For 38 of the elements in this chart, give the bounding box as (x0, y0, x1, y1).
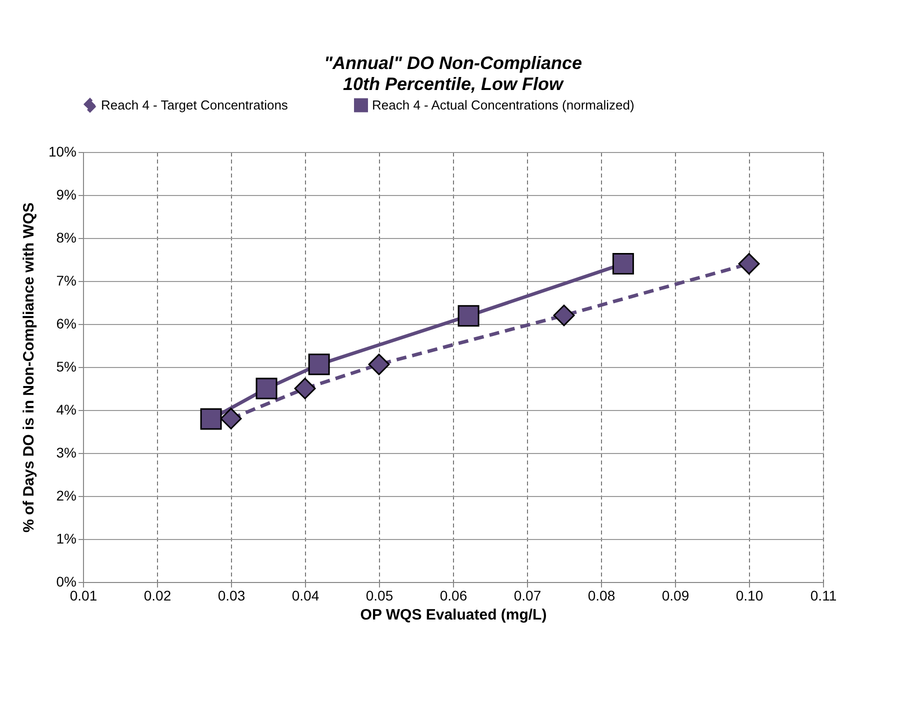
x-tick-label: 0.05 (366, 588, 394, 604)
y-tick-label: 8% (56, 230, 76, 246)
y-tick-label: 6% (56, 316, 76, 332)
x-tick-label: 0.07 (514, 588, 542, 604)
x-tick-label: 0.03 (218, 588, 246, 604)
x-tick-label: 0.06 (440, 588, 468, 604)
y-tick-label: 5% (56, 358, 76, 374)
point (553, 304, 575, 326)
y-tick-label: 2% (56, 488, 76, 504)
point (256, 378, 278, 400)
y-tick-label: 0% (56, 574, 76, 590)
legend-label: Reach 4 - Target Concentrations (101, 97, 288, 112)
y-tick-label: 1% (56, 530, 76, 546)
y-tick-label: 7% (56, 272, 76, 288)
point (612, 253, 634, 275)
y-tick-label: 3% (56, 444, 76, 460)
x-tick-label: 0.09 (662, 588, 690, 604)
point (200, 408, 222, 430)
x-tick-label: 0.11 (810, 588, 837, 604)
x-tick-label: 0.02 (144, 588, 172, 604)
x-tick-label: 0.10 (736, 588, 764, 604)
point (738, 253, 760, 275)
y-tick-label: 4% (56, 402, 76, 418)
x-tick-label: 0.04 (292, 588, 320, 604)
y-tick-label: 9% (56, 186, 76, 202)
y-axis-title: % of Days DO is in Non-Compliance with WQS (20, 202, 38, 533)
point (294, 378, 316, 400)
y-tick-label: 10% (48, 144, 76, 160)
point (308, 354, 330, 376)
x-tick-label: 0.01 (70, 588, 98, 604)
x-axis-title: OP WQS Evaluated (mg/L) (360, 606, 547, 624)
point (220, 408, 242, 430)
x-tick-label: 0.08 (588, 588, 616, 604)
point (368, 354, 390, 376)
chart-title: "Annual" DO Non-Compliance (324, 53, 582, 73)
chart-subtitle: 10th Percentile, Low Flow (342, 74, 564, 94)
point (458, 305, 480, 327)
legend-label: Reach 4 - Actual Concentrations (normalized) (372, 97, 634, 112)
